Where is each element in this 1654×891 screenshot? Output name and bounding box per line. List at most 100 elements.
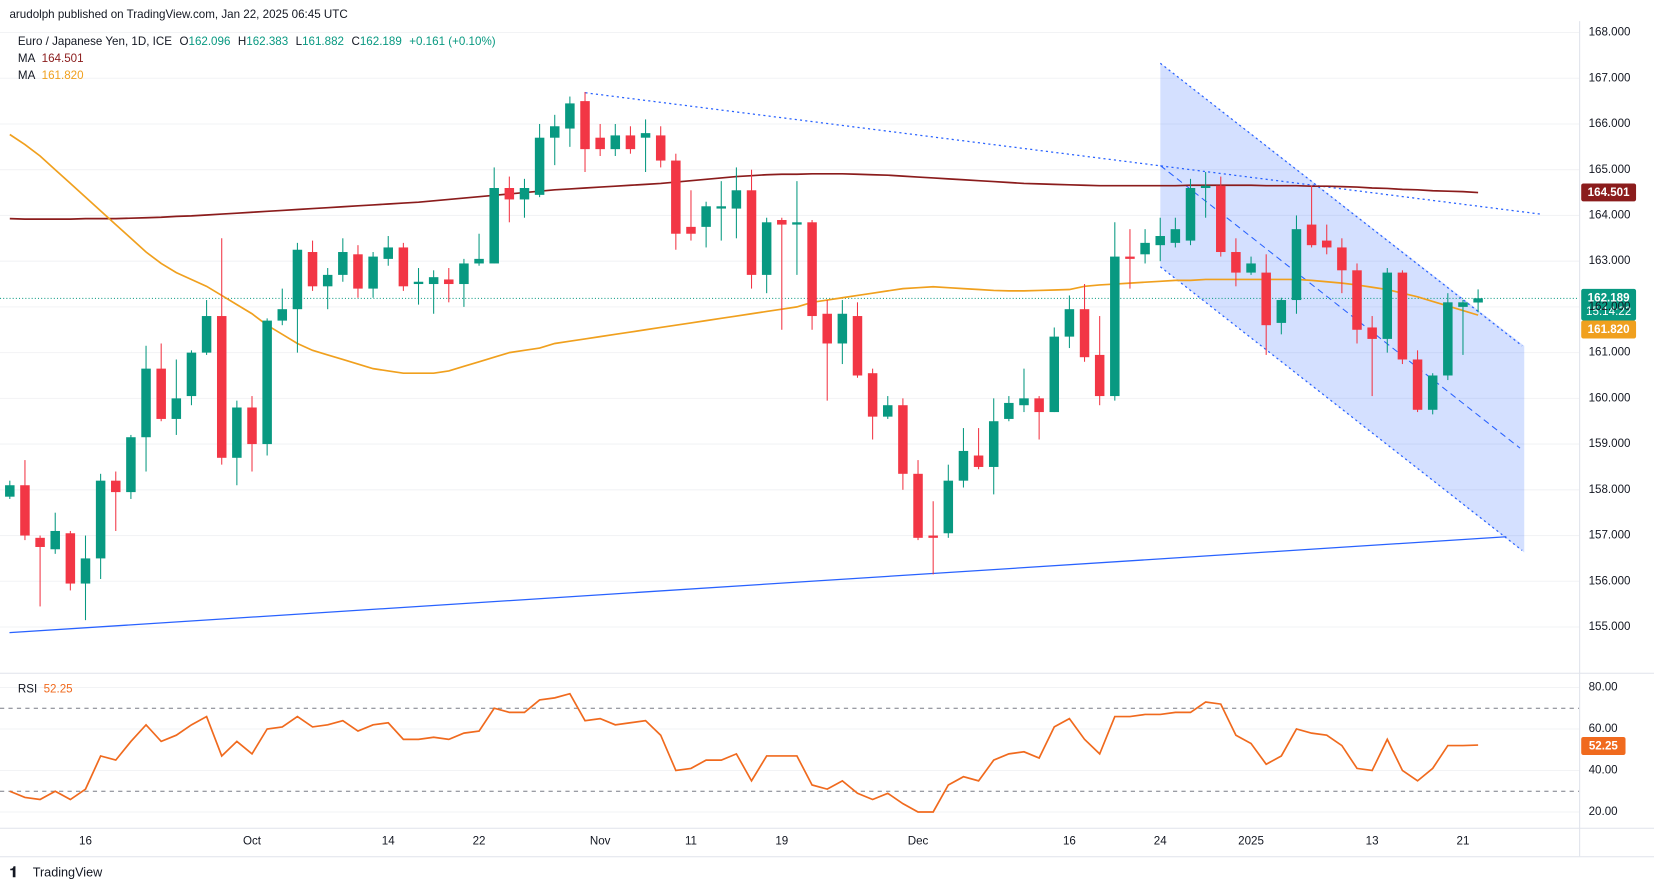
y-tick-label: 60.00 bbox=[1589, 722, 1618, 735]
ma-tag-label: 161.820 bbox=[1588, 323, 1630, 336]
rsi-tag bbox=[1581, 737, 1626, 755]
ma-tag-label: 164.501 bbox=[1588, 186, 1630, 199]
candle-body bbox=[504, 188, 515, 200]
candle-body bbox=[247, 407, 257, 445]
y-tick-label: 156.000 bbox=[1589, 574, 1631, 587]
candle-body bbox=[353, 254, 363, 289]
candle-body bbox=[1170, 229, 1181, 243]
candle-body bbox=[141, 368, 151, 438]
y-tick-label: 80.00 bbox=[1589, 681, 1618, 694]
candle-body bbox=[716, 206, 726, 209]
legend-ma: MA 161.820 bbox=[18, 69, 84, 82]
x-tick-label: 22 bbox=[473, 835, 486, 848]
candle-body bbox=[1321, 240, 1332, 248]
candle-body bbox=[1094, 354, 1105, 397]
candle-body bbox=[1337, 247, 1347, 271]
candle-body bbox=[65, 533, 76, 584]
candle-body bbox=[549, 126, 560, 138]
h-letter: H bbox=[238, 35, 246, 48]
candle-body bbox=[50, 530, 60, 550]
candle-body bbox=[1231, 252, 1241, 273]
candle-body bbox=[1019, 398, 1029, 406]
candle-body bbox=[640, 133, 651, 138]
candle-body bbox=[171, 398, 182, 419]
marks bbox=[5, 91, 1483, 813]
brand: TradingView bbox=[33, 865, 103, 879]
candle-body bbox=[807, 222, 817, 317]
close-value: 162.189 bbox=[360, 35, 402, 48]
candle-body bbox=[1125, 256, 1135, 259]
ma-tag bbox=[1581, 183, 1637, 202]
rsi-tag-label: 52.25 bbox=[1589, 740, 1619, 753]
candle-body bbox=[1382, 272, 1393, 339]
candle-body bbox=[1291, 229, 1302, 301]
ma-tag bbox=[1581, 320, 1637, 339]
candle-body bbox=[686, 226, 696, 234]
candle-body bbox=[913, 473, 923, 538]
candle-body bbox=[1306, 224, 1317, 246]
y-tick-label: 20.00 bbox=[1589, 805, 1618, 818]
candle-body bbox=[534, 137, 545, 195]
y-tick-label: 161.000 bbox=[1589, 346, 1631, 359]
candle-body bbox=[444, 279, 454, 285]
candle-body bbox=[565, 103, 575, 129]
ma-value: 161.820 bbox=[42, 69, 84, 82]
high-value: 162.383 bbox=[246, 35, 288, 48]
line-series bbox=[9, 692, 1479, 813]
y-tick-label: 167.000 bbox=[1589, 71, 1631, 84]
price-tag-label: 162.189 bbox=[1588, 291, 1630, 304]
candle-body bbox=[80, 558, 91, 584]
candle-body bbox=[655, 135, 666, 161]
candle-body bbox=[474, 258, 484, 264]
x-tick-label: 11 bbox=[685, 835, 697, 848]
candle-body bbox=[428, 277, 439, 285]
legend-rsi: RSI 52.25 bbox=[18, 683, 73, 696]
candle-body bbox=[1246, 263, 1256, 273]
candle-body bbox=[625, 135, 636, 150]
x-tick-label: Dec bbox=[908, 835, 929, 848]
candle-body bbox=[111, 480, 121, 493]
candle-body bbox=[943, 480, 954, 534]
candle-body bbox=[671, 160, 681, 234]
candle-body bbox=[898, 405, 908, 474]
y-tick-label: 165.000 bbox=[1589, 163, 1631, 176]
y-tick-label: 158.000 bbox=[1589, 483, 1631, 496]
x-tick-label: 13 bbox=[1366, 835, 1379, 848]
candle-body bbox=[322, 274, 333, 287]
candle-body bbox=[216, 316, 227, 458]
brand-logo: 𝟏 bbox=[9, 865, 17, 881]
candle-body bbox=[489, 188, 499, 264]
candle-body bbox=[95, 480, 106, 559]
candle-body bbox=[1155, 236, 1165, 246]
trendline-support bbox=[9, 536, 1507, 634]
candle-body bbox=[1458, 302, 1468, 307]
ma-value: 164.501 bbox=[42, 52, 84, 65]
candle-body bbox=[837, 313, 848, 344]
candle-body bbox=[610, 135, 621, 150]
candle-body bbox=[1261, 272, 1271, 326]
x-tick-label: 24 bbox=[1154, 835, 1167, 848]
candle-body bbox=[201, 316, 212, 353]
candle-body bbox=[35, 537, 45, 547]
candle-body bbox=[1216, 185, 1226, 253]
candle-body bbox=[1004, 402, 1014, 419]
candle-body bbox=[383, 247, 393, 259]
y-tick-label: 160.000 bbox=[1589, 391, 1631, 404]
candle-body bbox=[1276, 300, 1287, 323]
change: +0.161 (+0.10%) bbox=[409, 35, 496, 48]
candle-body bbox=[731, 190, 742, 209]
y-tick-label: 157.000 bbox=[1589, 529, 1631, 542]
candle-body bbox=[973, 455, 984, 467]
price-tag bbox=[1581, 288, 1637, 321]
candle-body bbox=[746, 190, 757, 275]
candle-body bbox=[883, 405, 893, 417]
x-tick-label: Nov bbox=[590, 835, 611, 848]
y-tick-label: 163.000 bbox=[1589, 254, 1631, 267]
candle-body bbox=[338, 252, 348, 275]
candle-body bbox=[822, 313, 832, 344]
candle-body bbox=[5, 485, 15, 497]
line-series bbox=[9, 172, 1479, 220]
x-tick-label: 19 bbox=[775, 835, 788, 848]
